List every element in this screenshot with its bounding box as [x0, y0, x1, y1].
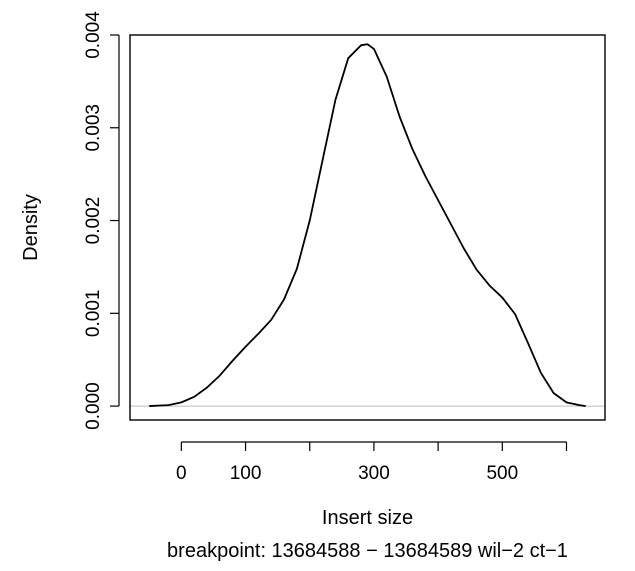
x-tick-label: 0 — [176, 463, 187, 484]
y-tick-label: 0.002 — [83, 197, 104, 245]
x-tick-label: 300 — [358, 463, 390, 484]
chart-subtitle: breakpoint: 13684588 − 13684589 wil−2 ct… — [167, 540, 568, 562]
y-tick-label: 0.001 — [83, 290, 104, 338]
x-tick-label: 100 — [230, 463, 262, 484]
plot-frame — [129, 34, 606, 421]
y-tick-label: 0.000 — [83, 382, 104, 430]
density-curve — [149, 43, 586, 407]
y-tick-label: 0.003 — [83, 104, 104, 152]
y-axis: 0.000 0.001 0.002 0.003 0.004 — [83, 11, 120, 430]
x-axis-title: Insert size — [322, 507, 413, 529]
x-axis: 0 100 300 500 — [176, 441, 568, 484]
y-tick-label: 0.004 — [83, 11, 104, 59]
x-tick-label: 500 — [486, 463, 518, 484]
y-axis-title: Density — [20, 194, 42, 261]
